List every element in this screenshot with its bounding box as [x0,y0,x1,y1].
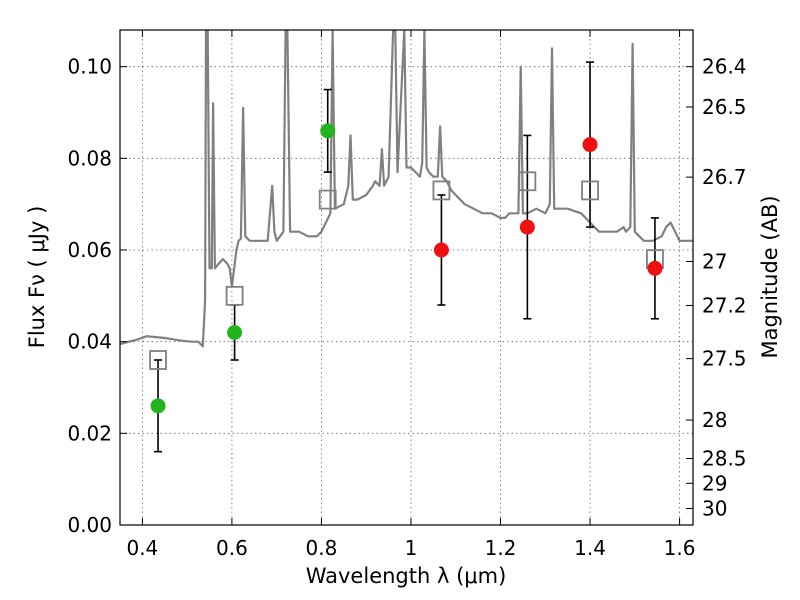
model-photometry-box [432,180,451,201]
magnitude-tick-label: 27.5 [702,347,747,371]
red-data-point [582,137,598,153]
y-tick-label: 0.08 [67,146,112,170]
green-data-point [150,398,166,414]
model-photometry-box [518,171,537,192]
model-photometry-box [318,189,337,210]
plot-frame [119,29,694,526]
x-tick-label: 1.6 [664,536,696,560]
y-tick-label: 0.02 [67,421,112,445]
axis-ticks: 0.4 0.6 0.8 1 1.2 1.4 1.6 0.00 0.02 0.04 0.06 0.08 0… [67,30,747,560]
magnitude-tick-label: 28 [702,408,727,432]
green-data-point [227,325,243,340]
red-data-point [519,219,535,235]
x-tick-label: 0.4 [126,536,158,560]
right-axis-label: Magnitude (AB) [758,195,782,358]
y-axis-label: Flux Fν ( μJy ) [25,206,49,349]
magnitude-tick-label: 26.4 [702,55,747,79]
x-tick-label: 1.2 [485,536,517,560]
model-spectrum-line [120,30,693,348]
model-spectrum [120,30,693,348]
photometry-markers [149,61,664,453]
x-tick-label: 0.6 [216,536,248,560]
x-tick-label: 1 [405,536,418,560]
magnitude-tick-label: 28.5 [702,447,747,471]
y-tick-label: 0.04 [67,330,112,354]
magnitude-tick-label: 26.7 [702,165,747,189]
y-tick-label: 0.06 [67,238,112,262]
red-data-point [433,242,449,258]
magnitude-tick-label: 27.2 [702,293,747,317]
red-data-point [647,260,663,276]
magnitude-tick-label: 30 [702,497,727,521]
magnitude-tick-label: 27 [702,249,727,273]
model-photometry-box [149,350,167,370]
model-photometry-box [581,180,599,201]
magnitude-tick-label: 26.5 [702,95,747,119]
x-tick-label: 0.8 [306,536,338,560]
magnitude-tick-label: 29 [702,471,727,495]
green-data-point [320,123,336,139]
y-tick-label: 0.10 [67,55,112,79]
y-tick-label: 0.00 [67,513,112,537]
x-tick-label: 1.4 [574,536,606,560]
x-axis-label: Wavelength λ (μm) [306,564,507,588]
model-photometry-box [225,285,244,306]
